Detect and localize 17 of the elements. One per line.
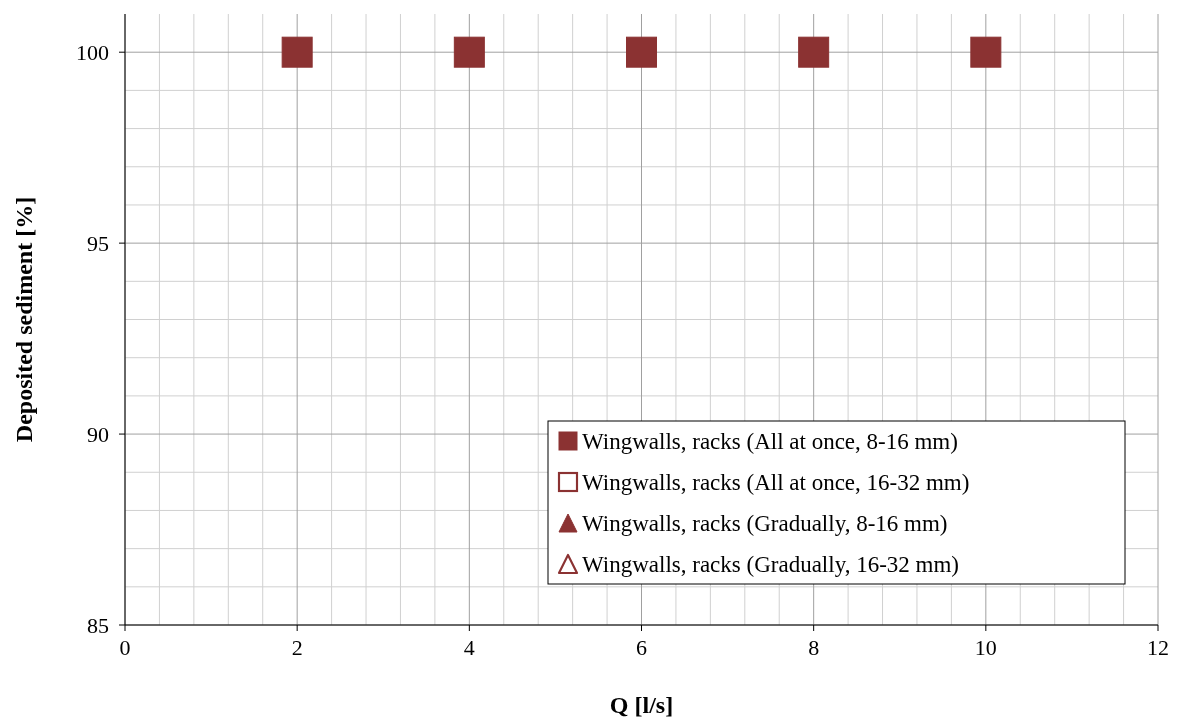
y-tick-label: 95: [87, 231, 109, 257]
legend-label: Wingwalls, racks (All at once, 16-32 mm): [582, 470, 970, 495]
y-tick-label: 85: [87, 613, 109, 638]
x-tick-label: 12: [1147, 635, 1169, 660]
x-tick-label: 0: [119, 635, 131, 660]
legend-label: Wingwalls, racks (Gradually, 8-16 mm): [582, 511, 948, 536]
x-axis-title: Q [l/s]: [609, 692, 674, 718]
y-axis-title: Deposited sediment [%]: [11, 196, 37, 443]
x-tick-label: 2: [291, 635, 303, 660]
x-tick-label: 8: [808, 635, 820, 660]
y-tick-label: 100: [76, 40, 109, 66]
y-tick-label: 90: [87, 422, 109, 448]
legend-label: Wingwalls, racks (All at once, 8-16 mm): [582, 429, 958, 454]
x-tick-label: 6: [636, 635, 647, 660]
x-tick-label: 4: [463, 635, 475, 660]
x-tick-label: 10: [974, 635, 997, 660]
legend-label: Wingwalls, racks (Gradually, 16-32 mm): [582, 552, 959, 577]
